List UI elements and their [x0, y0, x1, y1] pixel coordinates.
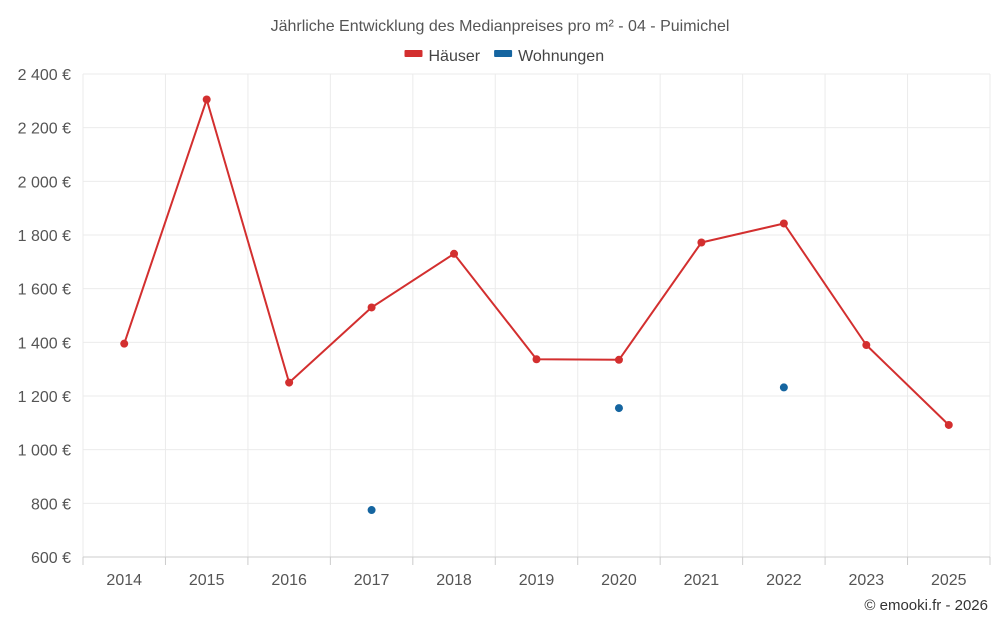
- data-point: [697, 238, 706, 247]
- data-point: [450, 249, 459, 258]
- data-point: [285, 378, 294, 387]
- x-tick-label: 2018: [436, 572, 472, 589]
- axes: 600 € 800 € 1 000 € 1 200 € 1 400 € 1 600 € 1 …: [18, 67, 991, 589]
- x-tick-label: 2023: [849, 572, 885, 589]
- credit-text: © emooki.fr - 2026: [864, 597, 988, 614]
- x-tick-label: 2016: [271, 572, 307, 589]
- data-point: [614, 355, 623, 364]
- x-tick-label: 2019: [519, 572, 555, 589]
- y-tick-label: 1 200 €: [18, 389, 71, 406]
- legend-swatch: [494, 50, 513, 57]
- data-point: [532, 355, 541, 364]
- data-point: [614, 404, 623, 413]
- data-point: [779, 219, 788, 228]
- x-tick-label: 2015: [189, 572, 225, 589]
- legend-item[interactable]: Wohnungen: [494, 48, 604, 65]
- y-tick-label: 600 €: [31, 550, 71, 567]
- y-tick-label: 2 200 €: [18, 121, 71, 138]
- x-tick-label: 2017: [354, 572, 390, 589]
- x-tick-label: 2022: [766, 572, 802, 589]
- grid-lines: [82, 73, 991, 558]
- legend-label: Häuser: [429, 48, 481, 65]
- chart-title: Jährliche Entwicklung des Medianpreises …: [271, 18, 730, 35]
- x-tick-label: 2021: [684, 572, 720, 589]
- y-tick-label: 800 €: [31, 496, 71, 513]
- y-tick-label: 1 400 €: [18, 335, 71, 352]
- data-point: [202, 95, 211, 104]
- data-point: [944, 420, 953, 429]
- y-tick-label: 1 000 €: [18, 443, 71, 460]
- legend-swatch: [404, 50, 423, 57]
- data-point: [862, 341, 871, 350]
- y-tick-label: 2 000 €: [18, 174, 71, 191]
- data-point: [120, 339, 129, 348]
- legend-label: Wohnungen: [518, 48, 604, 65]
- data-point: [779, 383, 788, 392]
- legend: Häuser Wohnungen: [404, 48, 604, 65]
- series-layer: [120, 95, 953, 515]
- legend-item[interactable]: Häuser: [404, 48, 481, 65]
- x-tick-label: 2025: [931, 572, 967, 589]
- series-1: [120, 95, 953, 429]
- x-tick-label: 2020: [601, 572, 637, 589]
- y-tick-label: 2 400 €: [18, 67, 71, 84]
- series-2: [367, 383, 788, 515]
- data-point: [367, 506, 376, 515]
- y-tick-label: 1 600 €: [18, 282, 71, 299]
- x-tick-label: 2014: [106, 572, 142, 589]
- data-point: [367, 303, 376, 312]
- y-tick-label: 1 800 €: [18, 228, 71, 245]
